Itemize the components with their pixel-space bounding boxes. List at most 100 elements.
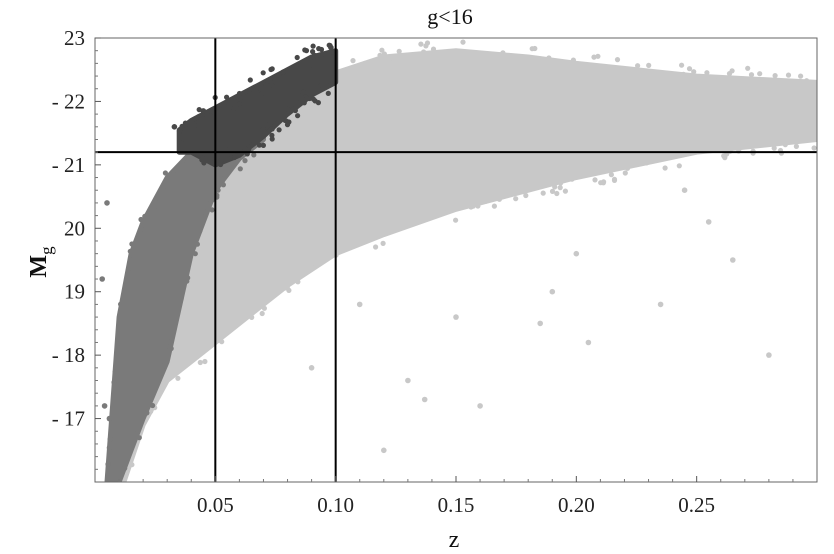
y-tick-label: - 21 [52,153,85,177]
edge-point [614,57,621,63]
edge-point [150,402,156,409]
edge-point [196,114,202,120]
edge-point [173,363,179,369]
edge-point [218,161,224,168]
edge-point [156,373,162,379]
edge-point [546,55,552,61]
edge-point [655,154,661,161]
edge-point [500,184,507,191]
outlier-point [549,288,556,295]
edge-point [422,57,428,64]
edge-point [759,85,765,91]
edge-point [793,143,800,149]
edge-point [272,75,278,81]
edge-point [719,79,725,85]
edge-point [373,244,379,250]
edge-point [521,179,527,185]
edge-point [350,58,356,64]
edge-point [479,195,485,201]
edge-point [237,166,243,172]
edge-point [445,204,451,210]
edge-point [677,81,683,87]
edge-point [574,66,581,72]
edge-point [454,58,460,64]
edge-point [310,96,316,102]
edge-point [276,127,282,133]
edge-point [441,200,447,206]
outlier-point [421,396,428,403]
edge-point [129,241,135,247]
edge-point [741,76,747,82]
edge-point [380,240,386,246]
edge-point [292,107,298,114]
edge-point [566,70,573,76]
outlier-point [106,415,113,422]
edge-point [306,95,313,102]
edge-point [797,88,803,94]
edge-point [403,215,409,222]
edge-point [138,226,144,232]
edge-point [256,142,262,148]
edge-point [224,164,231,170]
edge-point [358,236,365,242]
edge-point [795,129,802,135]
edge-point [684,143,690,149]
edge-point [788,137,794,143]
edge-point [497,192,503,198]
edge-point [738,140,744,147]
edge-point [209,197,215,203]
edge-point [316,46,322,52]
edge-point [326,253,333,259]
edge-point [523,192,529,199]
edge-point [187,161,193,167]
edge-point [643,160,650,166]
edge-point [743,82,749,88]
edge-point [164,179,170,185]
edge-point [473,56,480,62]
edge-point [755,139,762,145]
edge-point [418,41,424,47]
edge-point [157,386,163,392]
edge-point [218,177,224,183]
edge-point [608,172,615,178]
edge-point [196,107,202,113]
series-layer [99,39,817,482]
edge-point [662,165,668,171]
edge-point [377,58,383,64]
outlier-point [356,301,363,308]
edge-point [184,156,191,162]
edge-point [537,175,544,181]
edge-point [218,157,225,163]
edge-point [695,79,702,85]
outlier-point [308,365,315,371]
outlier-point [477,403,483,409]
edge-point [381,51,387,57]
x-axis-title: z [449,527,460,553]
edge-point [529,46,535,52]
edge-point [138,216,144,223]
edge-point [616,75,622,81]
edge-point [423,43,429,49]
edge-point [204,201,211,207]
edge-point [128,257,134,263]
edge-point [362,69,368,75]
edge-point [295,113,301,119]
edge-point [192,251,198,257]
edge-point [267,296,273,302]
edge-point [679,62,685,68]
edge-point [295,279,301,285]
outlier-point [405,377,411,384]
edge-point [236,101,242,107]
edge-point [604,64,610,70]
edge-point [197,228,203,234]
edge-point [192,123,198,129]
edge-point [478,52,484,58]
edge-point [184,138,190,144]
edge-point [595,53,601,59]
edge-point [197,359,203,366]
edge-point [246,146,252,153]
edge-point [269,66,275,72]
edge-point [475,203,481,209]
edge-point [396,48,402,55]
